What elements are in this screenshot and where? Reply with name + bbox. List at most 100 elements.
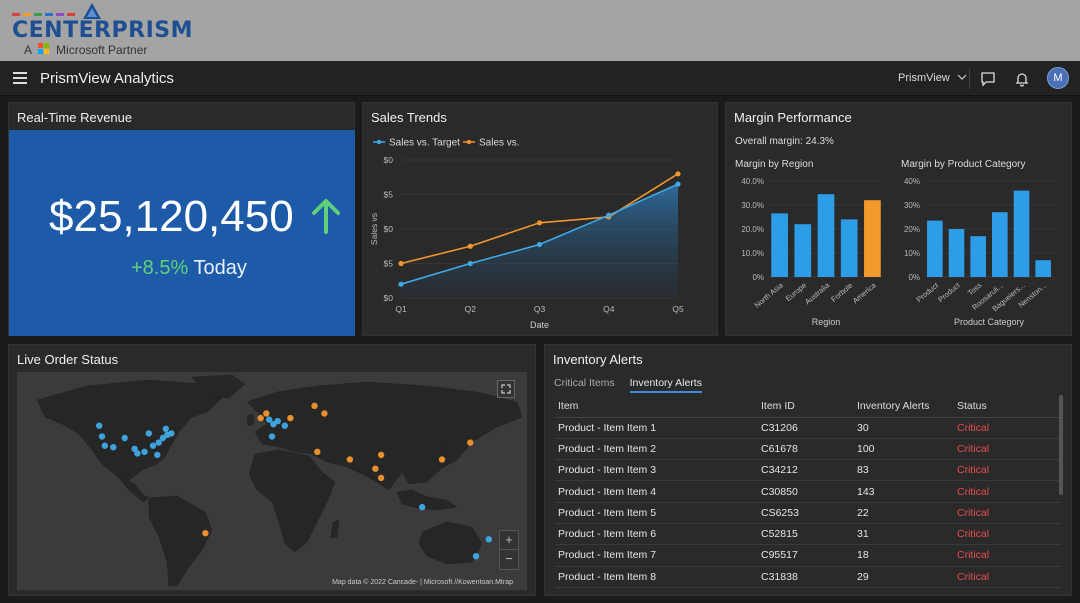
order-marker[interactable] — [314, 448, 321, 455]
tab-inventory-alerts[interactable]: Inventory Alerts — [629, 377, 702, 393]
order-marker[interactable] — [168, 430, 175, 437]
col-inventory-alerts[interactable]: Inventory Alerts — [854, 395, 954, 418]
y-tick-label: $5 — [384, 190, 394, 200]
order-marker[interactable] — [101, 442, 109, 449]
order-marker[interactable] — [131, 445, 138, 452]
avatar[interactable]: M — [1047, 67, 1069, 89]
table-row[interactable]: Product - Item Item 5 CS6253 22 Critical — [555, 502, 1061, 524]
col-item[interactable]: Item — [555, 395, 758, 418]
cell-status: Critical — [954, 566, 1061, 588]
series-point — [536, 220, 543, 226]
margin-charts: Margin by Region 0% 10.0% 20.0% 30.0% 40.0% No… — [735, 159, 1054, 327]
series-point — [398, 260, 404, 267]
cell-item-id: C31206 — [758, 417, 854, 439]
sales-trends-panel: Sales Trends Sales vs. Target Sales vs. $0… — [362, 102, 718, 336]
table-row[interactable]: Product - Item Item 1 C31206 30 Critical — [555, 417, 1061, 439]
order-marker[interactable] — [346, 456, 354, 463]
order-map[interactable]: + − Map data © 2022 Cancade- | Microsoft… — [17, 372, 527, 590]
cell-alerts: 29 — [854, 566, 954, 588]
chat-icon[interactable] — [979, 70, 997, 88]
series-point — [536, 241, 543, 248]
order-marker[interactable] — [162, 425, 169, 432]
zoom-in-button[interactable]: + — [500, 531, 518, 550]
bar — [948, 229, 965, 277]
order-marker[interactable] — [154, 451, 161, 459]
order-marker[interactable] — [257, 414, 264, 422]
map-zoom-controls: + − — [499, 530, 519, 570]
order-marker[interactable] — [321, 410, 328, 417]
order-marker[interactable] — [438, 456, 446, 463]
inventory-tabs: Critical Items Inventory Alerts — [554, 377, 714, 393]
x-tick-label: Q4 — [603, 304, 615, 314]
fullscreen-button[interactable] — [497, 380, 515, 398]
bar — [1035, 260, 1051, 277]
order-marker[interactable] — [419, 503, 426, 511]
order-marker[interactable] — [311, 402, 318, 409]
table-row[interactable]: Product - Item Item 7 C95517 18 Critical — [555, 544, 1061, 567]
cell-status: Critical — [954, 523, 1061, 546]
cell-status: Critical — [954, 502, 1061, 524]
tab-critical-items[interactable]: Critical Items — [554, 377, 615, 389]
partner-prefix: A — [24, 43, 32, 57]
cell-alerts: 83 — [854, 459, 954, 482]
table-row[interactable]: Product - Item Item 2 C61678 100 Critical — [555, 438, 1061, 461]
table-row[interactable]: Product - Item Item 4 C30850 143 Critical — [555, 480, 1061, 503]
zoom-out-button[interactable]: − — [505, 551, 513, 566]
bell-icon[interactable] — [1013, 70, 1031, 88]
cell-item: Product - Item Item 8 — [555, 566, 758, 588]
cell-alerts: 31 — [854, 523, 954, 546]
fullscreen-icon — [501, 384, 511, 394]
table-row[interactable]: Product - Item Item 6 C52815 31 Critical — [555, 523, 1061, 546]
cell-item-id: C30850 — [758, 480, 854, 503]
arrow-up-icon — [312, 199, 340, 234]
x-tick-label: Q2 — [465, 304, 477, 314]
y-tick-label: $5 — [384, 259, 394, 269]
col-status[interactable]: Status — [954, 395, 1061, 418]
table-header-row: Item Item ID Inventory Alerts Status — [555, 395, 1061, 418]
order-marker[interactable] — [149, 442, 157, 449]
order-marker[interactable] — [145, 430, 152, 437]
prism-logo-icon — [83, 3, 101, 19]
order-marker[interactable] — [377, 451, 385, 459]
order-marker[interactable] — [155, 439, 162, 446]
order-marker[interactable] — [467, 439, 474, 446]
cell-item: Product - Item Item 5 — [555, 502, 758, 524]
y-tick-label: 10.0% — [741, 249, 764, 258]
order-marker[interactable] — [266, 416, 273, 423]
order-marker[interactable] — [141, 448, 148, 455]
menu-icon[interactable] — [13, 72, 27, 84]
order-marker[interactable] — [263, 410, 270, 417]
x-tick-label: Product — [936, 280, 962, 304]
col-item-id[interactable]: Item ID — [758, 395, 854, 418]
revenue-card: $25,120,450 +8.5% Today — [9, 130, 355, 336]
sales-trends-chart: Sales vs. Target Sales vs.$0$5$0$5$0Q1 Q2 Q… — [369, 138, 684, 331]
x-tick-label: North Asia — [753, 280, 786, 310]
order-marker[interactable] — [110, 444, 117, 451]
order-marker[interactable] — [377, 474, 385, 482]
partner-text: Microsoft Partner — [56, 43, 148, 57]
y-axis-label: Sales vs — [369, 213, 379, 245]
order-marker[interactable] — [274, 417, 281, 425]
cell-item-id: CS6253 — [758, 502, 854, 524]
order-marker[interactable] — [98, 433, 106, 440]
x-axis-label: Product Category — [954, 317, 1025, 327]
revenue-change: +8.5% Today — [131, 257, 247, 280]
order-marker[interactable] — [134, 450, 141, 457]
workspace-select[interactable]: PrismView — [898, 72, 967, 84]
series-point — [675, 181, 681, 187]
table-row[interactable]: Product - Item Item 3 C34212 83 Critical — [555, 459, 1061, 482]
order-marker[interactable] — [268, 433, 276, 440]
order-marker[interactable] — [202, 530, 209, 537]
order-marker[interactable] — [372, 465, 379, 472]
cell-item-id: C61678 — [758, 438, 854, 461]
order-marker[interactable] — [485, 536, 492, 543]
y-tick-label: 30.0% — [741, 201, 764, 210]
order-marker[interactable] — [96, 422, 103, 429]
order-marker[interactable] — [472, 553, 480, 560]
order-marker[interactable] — [121, 434, 128, 442]
order-marker[interactable] — [287, 414, 294, 422]
table-scrollbar[interactable] — [1059, 395, 1063, 495]
order-marker[interactable] — [281, 422, 288, 429]
chart-title: Margin by Product Category — [901, 159, 1026, 170]
table-row[interactable]: Product - Item Item 8 C31838 29 Critical — [555, 566, 1061, 588]
